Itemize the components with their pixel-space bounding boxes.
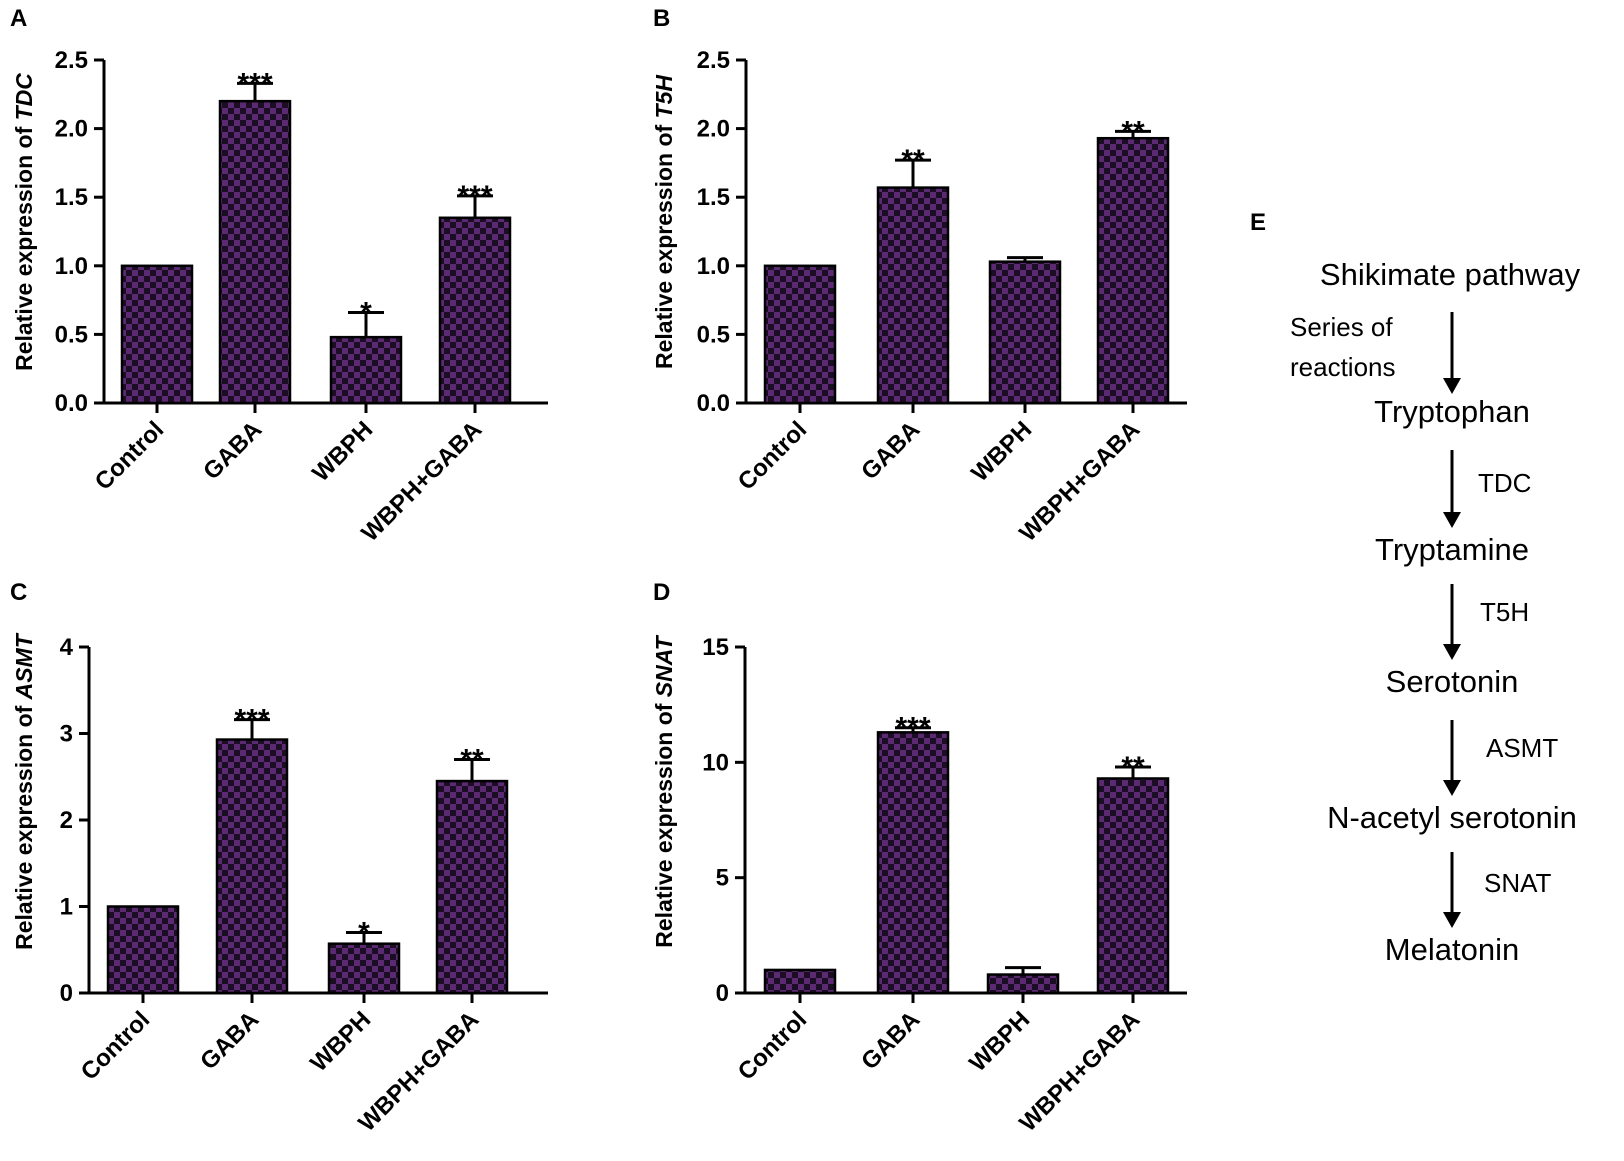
y-tick-label-b: 2.5 (697, 47, 730, 74)
pathway-enzyme-asmt: ASMT (1486, 733, 1558, 763)
x-tick-label-b: Control (733, 416, 812, 495)
y-tick-label-b: 1.0 (697, 253, 730, 280)
y-axis-label-a: Relative expression of TDC (11, 73, 37, 371)
x-tick-label-a: WBPH (307, 416, 378, 487)
pathway-enzyme-t5h: T5H (1480, 597, 1529, 627)
pathway-step-label-reactions: reactions (1290, 352, 1396, 382)
y-tick-label-d: 10 (702, 749, 729, 776)
bar-b-wbph (988, 260, 1062, 405)
bar-d-control (763, 968, 837, 995)
pathway-node-n-acetyl-serotonin: N-acetyl serotonin (1327, 800, 1577, 835)
x-tick-label-a: Control (90, 416, 169, 495)
significance-marker-a: *** (237, 67, 272, 100)
chart-panel-c: C Relative expression of ASMT 0 1 2 3 4 Contr… (10, 579, 548, 1137)
pathway-arrowhead-3 (1443, 644, 1461, 660)
y-axis-label-d: Relative expression of SNAT (651, 634, 677, 947)
pathway-arrowhead-4 (1443, 780, 1461, 796)
bar-b-control (763, 264, 837, 405)
chart-panel-b: B Relative expression of T5H 0.0 0.5 1.0 1.… (651, 5, 1187, 547)
y-tick-label-c: 1 (60, 894, 73, 921)
pathway-enzyme-tdc: TDC (1478, 468, 1531, 498)
y-tick-label-a: 2.5 (55, 47, 88, 74)
y-tick-label-c: 0 (60, 980, 73, 1007)
chart-panel-a: A Relative expression of TDC 0.0 0.5 1.0 1.… (10, 5, 548, 547)
y-tick-label-a: 0.5 (55, 321, 88, 348)
y-tick-label-c: 3 (60, 721, 73, 748)
bar-a-wbph (329, 335, 403, 405)
x-tick-label-d: Control (733, 1006, 812, 1085)
pathway-arrowhead-2 (1443, 512, 1461, 528)
x-tick-label-c: GABA (195, 1006, 264, 1075)
panel-letter-d: D (653, 579, 670, 606)
x-tick-label-c: WBPH (305, 1006, 376, 1077)
x-tick-label-b: GABA (856, 416, 925, 485)
pathway-arrowhead-1 (1443, 378, 1461, 394)
significance-marker-d: *** (895, 712, 930, 745)
x-tick-label-d: GABA (856, 1006, 925, 1075)
panel-letter-b: B (653, 5, 670, 32)
bar-b-wbph-gaba (1096, 136, 1170, 405)
bar-d-wbph (986, 973, 1060, 995)
y-tick-label-c: 4 (60, 634, 74, 661)
y-tick-label-a: 1.5 (55, 184, 88, 211)
y-tick-label-c: 2 (60, 807, 73, 834)
significance-marker-b: ** (1121, 115, 1145, 148)
pathway-node-shikimate: Shikimate pathway (1320, 257, 1581, 292)
x-tick-label-b: WBPH (966, 416, 1037, 487)
pathway-node-serotonin: Serotonin (1386, 664, 1519, 699)
y-tick-label-d: 15 (702, 634, 729, 661)
bar-d-wbph-gaba (1096, 777, 1170, 995)
significance-marker-c: ** (460, 743, 484, 776)
panel-letter-a: A (10, 5, 27, 32)
pathway-arrowhead-5 (1443, 912, 1461, 928)
pathway-node-tryptamine: Tryptamine (1375, 532, 1529, 567)
significance-marker-b: ** (901, 144, 925, 177)
bar-a-gaba (218, 99, 292, 405)
y-tick-label-b: 1.5 (697, 184, 730, 211)
panel-letter-e: E (1250, 209, 1266, 236)
y-tick-label-d: 0 (716, 980, 729, 1007)
x-tick-label-a: GABA (198, 416, 267, 485)
x-tick-label-d: WBPH (964, 1006, 1035, 1077)
bar-b-gaba (876, 186, 950, 405)
y-tick-label-b: 0.0 (697, 390, 730, 417)
y-tick-label-b: 2.0 (697, 116, 730, 143)
x-tick-label-c: Control (76, 1006, 155, 1085)
significance-marker-c: * (358, 916, 370, 949)
chart-panel-d: D Relative expression of SNAT 0 5 10 15 Cont… (651, 579, 1187, 1137)
pathway-node-tryptophan: Tryptophan (1374, 394, 1530, 429)
bar-a-wbph-gaba (438, 216, 512, 405)
panel-letter-c: C (10, 579, 27, 606)
bar-c-gaba (215, 738, 289, 995)
pathway-node-melatonin: Melatonin (1385, 932, 1519, 967)
pathway-step-label-series: Series of (1290, 312, 1393, 342)
y-tick-label-a: 1.0 (55, 253, 88, 280)
pathway-enzyme-snat: SNAT (1484, 868, 1552, 898)
bar-c-wbph (327, 942, 401, 995)
y-tick-label-a: 2.0 (55, 116, 88, 143)
y-axis-label-c: Relative expression of ASMT (11, 632, 37, 950)
bar-a-control (120, 264, 194, 405)
bar-d-gaba (876, 731, 950, 995)
y-tick-label-a: 0.0 (55, 390, 88, 417)
significance-marker-a: *** (457, 180, 492, 213)
bar-c-wbph-gaba (435, 779, 509, 995)
significance-marker-c: *** (234, 704, 269, 737)
pathway-diagram: E Shikimate pathway Series of reactions … (1250, 209, 1581, 967)
significance-marker-d: ** (1121, 751, 1145, 784)
bar-c-control (106, 905, 180, 995)
significance-marker-a: * (360, 296, 372, 329)
y-tick-label-d: 5 (716, 865, 729, 892)
y-axis-label-b: Relative expression of T5H (651, 75, 677, 369)
y-tick-label-b: 0.5 (697, 321, 730, 348)
